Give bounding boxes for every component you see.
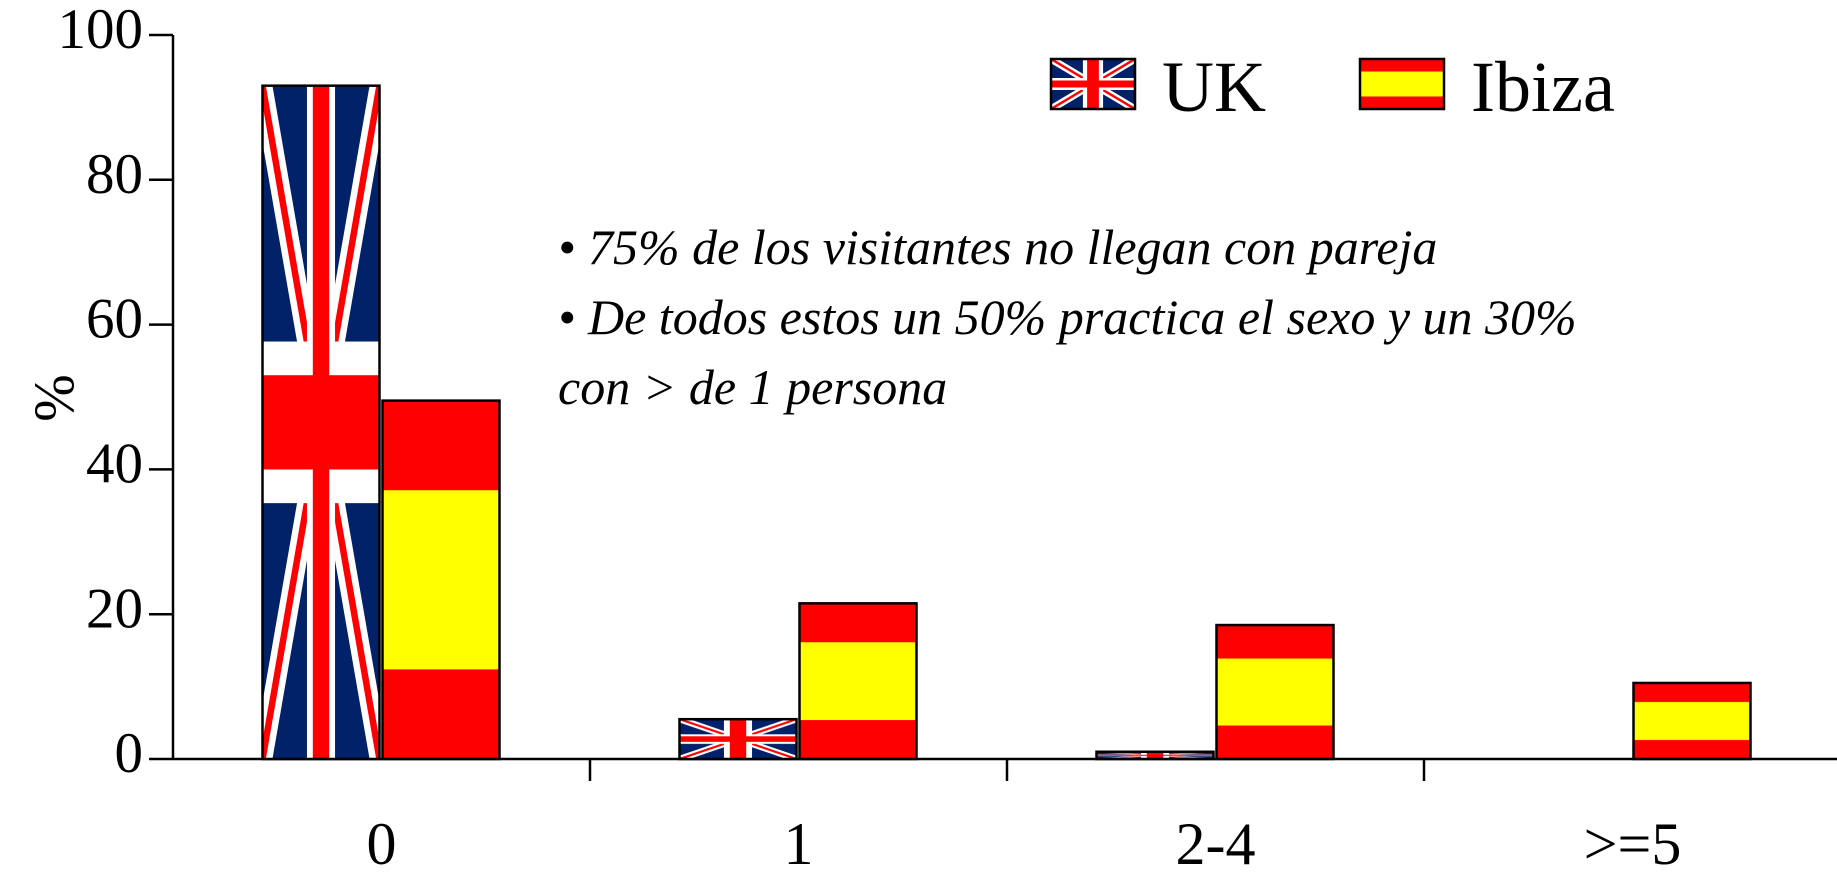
legend-label: UK	[1162, 47, 1266, 127]
y-tick-label: 0	[115, 722, 144, 785]
y-tick-label: 20	[86, 577, 143, 640]
bar	[1215, 623, 1335, 761]
x-tick-label: 0	[367, 811, 397, 877]
annotation: con > de 1 persona	[558, 359, 947, 415]
bar	[1095, 750, 1215, 761]
bar	[261, 84, 381, 761]
x-tick-label: 2-4	[1176, 811, 1256, 877]
legend-swatch	[1049, 57, 1137, 111]
y-tick-label: 100	[58, 0, 144, 61]
y-tick-label: 60	[86, 288, 143, 351]
annotation: • De todos estos un 50% practica el sexo…	[558, 289, 1577, 345]
legend-swatch	[1358, 57, 1446, 111]
bar	[1632, 681, 1752, 761]
bar	[798, 602, 918, 761]
x-tick-label: >=5	[1584, 811, 1682, 877]
annotation: • 75% de los visitantes no llegan con pa…	[558, 219, 1437, 275]
y-axis-label: %	[23, 374, 86, 421]
legend-label: Ibiza	[1471, 47, 1615, 127]
bar	[678, 717, 798, 761]
x-tick-label: 1	[784, 811, 814, 877]
bar	[381, 399, 501, 761]
y-tick-label: 40	[86, 432, 143, 495]
y-tick-label: 80	[86, 143, 143, 206]
